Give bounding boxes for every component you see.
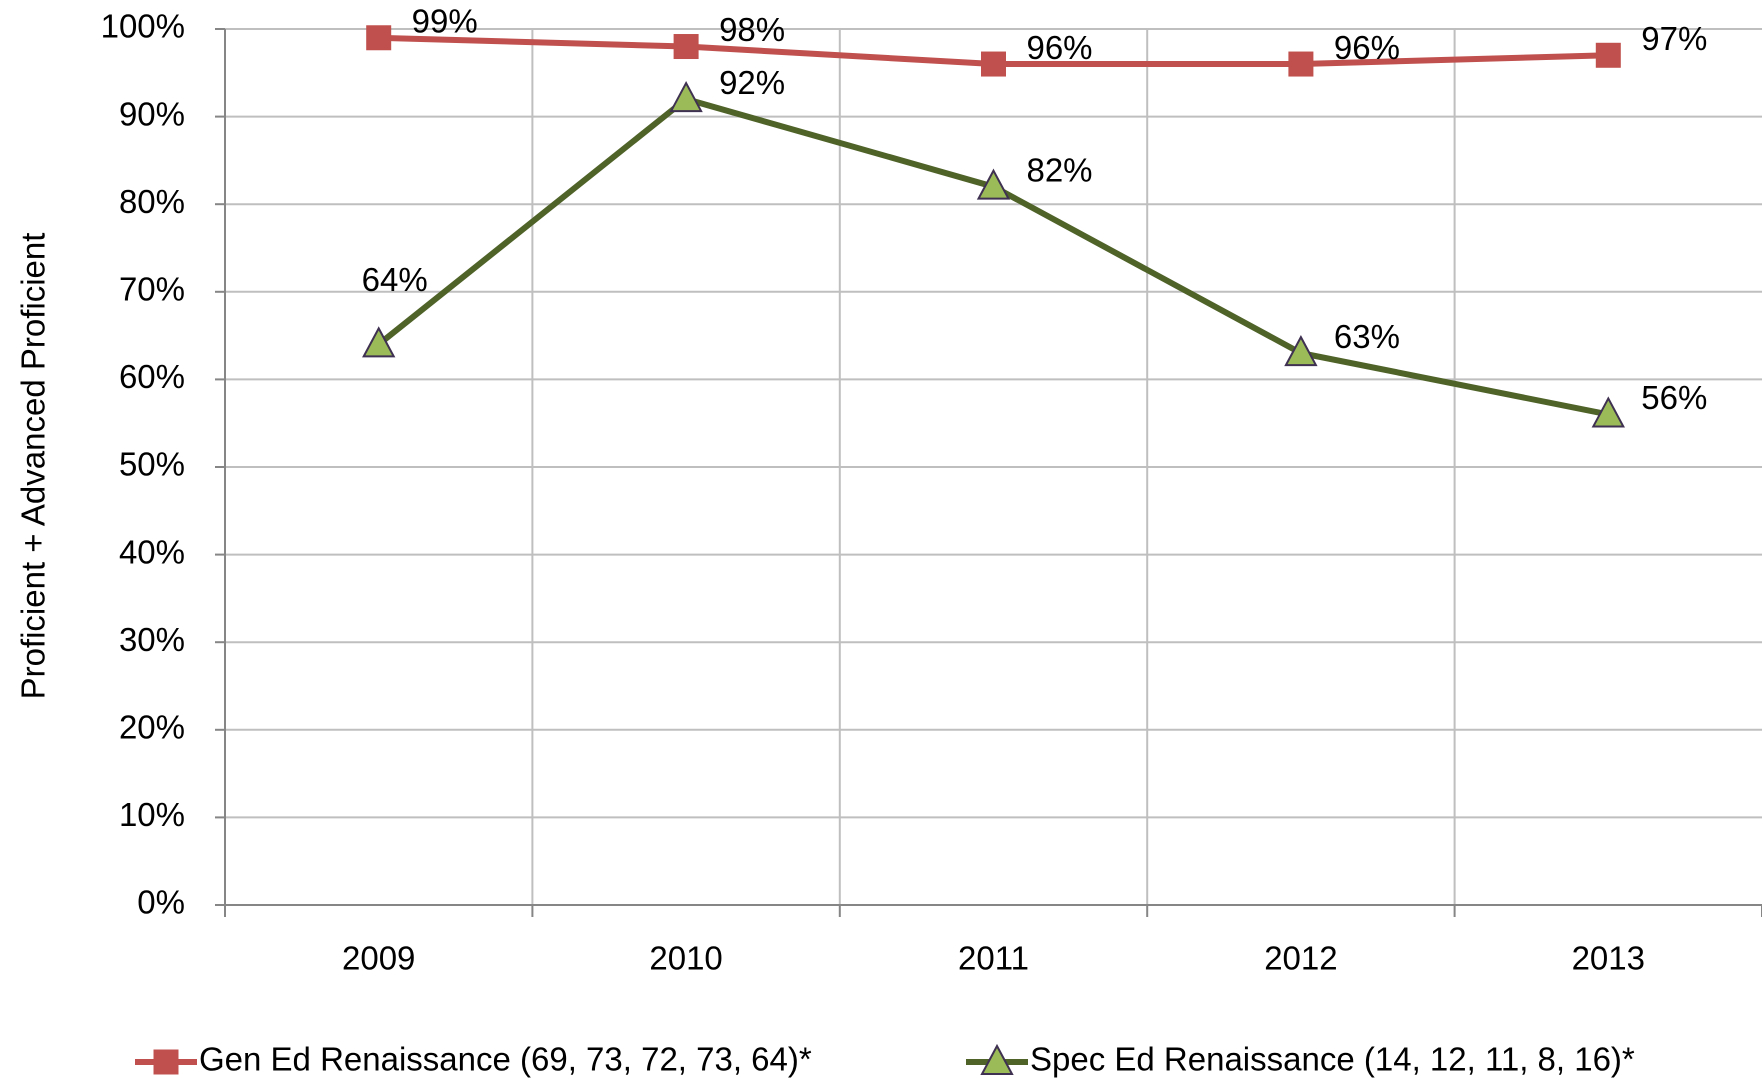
- legend-marker: [980, 1043, 1014, 1075]
- marker: [366, 25, 392, 51]
- data-label: 99%: [412, 2, 478, 39]
- data-label: 98%: [719, 11, 785, 48]
- x-tick-label: 2012: [1264, 940, 1337, 977]
- x-tick-label: 2009: [342, 940, 415, 977]
- y-tick-label: 90%: [119, 95, 185, 132]
- data-label: 97%: [1641, 20, 1707, 57]
- y-tick-label: 80%: [119, 183, 185, 220]
- marker: [1284, 335, 1318, 367]
- y-axis-title: Proficient + Advanced Proficient: [15, 233, 52, 700]
- y-tick-label: 0%: [137, 884, 185, 921]
- data-label: 64%: [362, 261, 428, 298]
- marker: [981, 51, 1006, 77]
- marker: [976, 168, 1011, 200]
- y-tick-label: 50%: [119, 446, 185, 483]
- legend-label: Gen Ed Renaissance (69, 73, 72, 73, 64)*: [199, 1041, 812, 1078]
- x-tick-label: 2013: [1572, 940, 1645, 977]
- data-label: 56%: [1641, 379, 1707, 416]
- data-label: 92%: [719, 64, 785, 101]
- legend-label: Spec Ed Renaissance (14, 12, 11, 8, 16)*: [1030, 1041, 1635, 1078]
- x-tick-label: 2011: [958, 940, 1029, 977]
- marker: [673, 34, 699, 60]
- marker: [669, 80, 703, 113]
- y-tick-label: 70%: [119, 271, 185, 308]
- y-tick-label: 40%: [119, 533, 185, 570]
- y-tick-label: 60%: [119, 358, 185, 395]
- marker: [1591, 396, 1625, 428]
- marker: [1595, 42, 1621, 68]
- marker: [362, 326, 396, 358]
- data-label: 82%: [1026, 151, 1092, 188]
- x-tick-label: 2010: [649, 940, 722, 977]
- y-tick-label: 10%: [119, 796, 185, 833]
- y-tick-label: 20%: [119, 709, 185, 746]
- y-tick-label: 30%: [119, 621, 185, 658]
- data-label: 63%: [1334, 318, 1400, 355]
- series-line: [376, 95, 1609, 418]
- data-label: 96%: [1334, 29, 1400, 66]
- marker: [1288, 51, 1314, 77]
- legend-marker: [153, 1049, 179, 1075]
- data-label: 96%: [1026, 29, 1092, 66]
- y-tick-label: 100%: [101, 8, 185, 45]
